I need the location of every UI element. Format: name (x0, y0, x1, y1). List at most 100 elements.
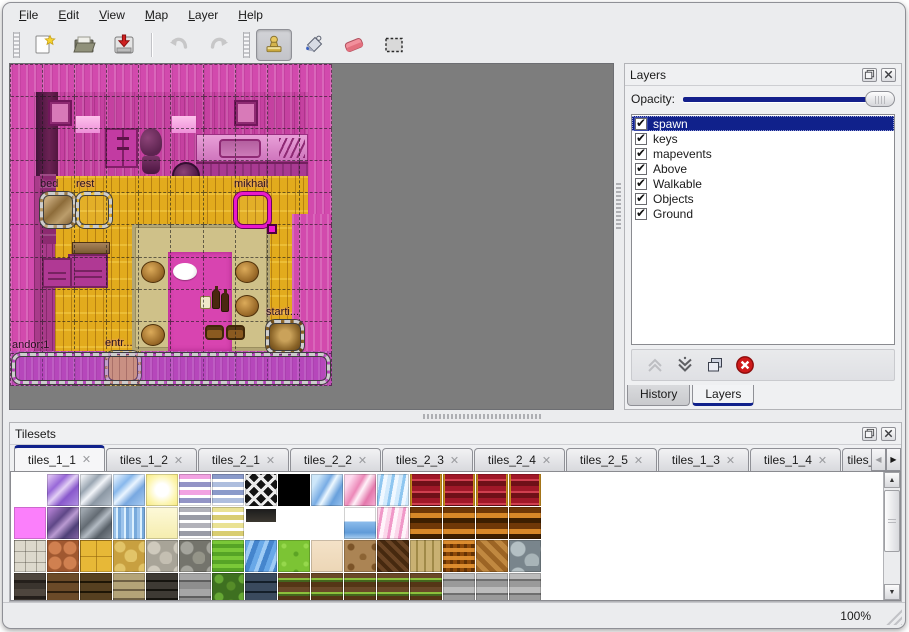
palette-tile-glass-blue-half[interactable] (344, 507, 376, 539)
toolbar-grip[interactable] (13, 32, 20, 58)
dock-tab-history[interactable]: History (627, 385, 691, 406)
map-object[interactable] (40, 192, 76, 228)
menu-view[interactable]: View (99, 8, 125, 22)
layer-visibility-checkbox[interactable] (635, 206, 647, 220)
layer-visibility-checkbox[interactable] (635, 176, 647, 190)
palette-tile-curtain-brown[interactable] (509, 507, 541, 539)
palette-tile-stone-circles[interactable] (509, 540, 541, 572)
palette-tile-hedge[interactable] (212, 573, 244, 600)
palette-tile-curtain-brown[interactable] (410, 507, 442, 539)
duplicate-layer-button[interactable] (702, 353, 728, 377)
palette-tile-rock-dark[interactable] (14, 573, 46, 600)
palette-tile-curtain-red[interactable] (509, 474, 541, 506)
palette-tile-dirt-spots[interactable] (344, 540, 376, 572)
tileset-tab-tiles_2_5[interactable]: tiles_2_5 ✕ (566, 448, 657, 471)
undo-button[interactable] (161, 29, 197, 61)
save-button[interactable] (106, 29, 142, 61)
palette-tile-soil-rows[interactable] (311, 573, 343, 600)
map-object[interactable] (266, 320, 304, 354)
palette-tile-black[interactable] (278, 474, 310, 506)
close-tab-icon[interactable]: ✕ (357, 454, 368, 467)
bucket-fill-button[interactable] (296, 29, 332, 61)
palette-tile-empty[interactable] (278, 507, 310, 539)
palette-tile-empty[interactable] (14, 474, 46, 506)
palette-tile-wood-vertical[interactable] (410, 540, 442, 572)
tileset-tab-tiles_1_1[interactable]: tiles_1_1 ✕ (14, 445, 105, 471)
palette-tile-curtain-red[interactable] (476, 474, 508, 506)
eraser-button[interactable] (336, 29, 372, 61)
dock-tab-layers[interactable]: Layers (692, 385, 755, 406)
scroll-tabs-left-icon[interactable]: ◀ (871, 448, 886, 471)
palette-tile-stripes-yellow[interactable] (212, 507, 244, 539)
palette-tile-cobble-gray[interactable] (146, 540, 178, 572)
palette-tile-stripes-gray[interactable] (179, 507, 211, 539)
palette-tile-stripes-pink[interactable] (179, 474, 211, 506)
palette-tile-glass-purple[interactable] (47, 474, 79, 506)
palette-tile-soil-rows[interactable] (344, 573, 376, 600)
close-tab-icon[interactable]: ✕ (541, 454, 552, 467)
palette-tile-brick-blue[interactable] (245, 573, 277, 600)
tileset-tab-tiles_2_2[interactable]: tiles_2_2 ✕ (290, 448, 381, 471)
palette-tile-sign[interactable] (245, 507, 277, 539)
tileset-tab-tiles_2_1[interactable]: tiles_2_1 ✕ (198, 448, 289, 471)
palette-tile-soil-rows[interactable] (278, 573, 310, 600)
palette-tile-stone-wall[interactable] (113, 573, 145, 600)
new-map-button[interactable] (26, 29, 62, 61)
palette-tile-sand[interactable] (311, 540, 343, 572)
close-tab-icon[interactable]: ✕ (173, 454, 184, 467)
delete-layer-button[interactable] (732, 353, 758, 377)
close-tab-icon[interactable]: ✕ (265, 454, 276, 467)
close-tab-icon[interactable]: ✕ (81, 454, 92, 466)
palette-tile-basket-weave[interactable] (443, 540, 475, 572)
scroll-up-icon[interactable]: ▲ (884, 472, 900, 488)
scroll-down-icon[interactable]: ▼ (884, 584, 900, 600)
close-tab-icon[interactable]: ✕ (725, 454, 736, 467)
close-tab-icon[interactable]: ✕ (633, 454, 644, 467)
open-button[interactable] (66, 29, 102, 61)
layer-visibility-checkbox[interactable] (635, 116, 647, 130)
palette-tile-waves-blue[interactable] (377, 474, 409, 506)
palette-tile-herringbone[interactable] (476, 540, 508, 572)
layer-row-Walkable[interactable]: Walkable (632, 176, 894, 191)
opacity-slider[interactable] (683, 90, 895, 108)
palette-tile-curtain-red[interactable] (410, 474, 442, 506)
palette-tile-grass-striped[interactable] (212, 540, 244, 572)
redo-button[interactable] (201, 29, 237, 61)
menu-file[interactable]: File (19, 8, 39, 22)
palette-tile-empty[interactable] (311, 507, 343, 539)
palette-tile-grass[interactable] (278, 540, 310, 572)
vertical-splitter[interactable] (614, 63, 624, 410)
palette-tile-glass-blue[interactable] (113, 474, 145, 506)
palette-tile-terracotta[interactable] (47, 540, 79, 572)
palette-tile-glass-gray-dark[interactable] (80, 507, 112, 539)
palette-tile-stone-yellow[interactable] (113, 540, 145, 572)
close-icon[interactable] (881, 67, 896, 82)
raise-layer-button[interactable] (642, 353, 668, 377)
layer-row-keys[interactable]: keys (632, 131, 894, 146)
palette-tile-curtain-red[interactable] (443, 474, 475, 506)
palette-tile-soil-rows[interactable] (410, 573, 442, 600)
tileset-tab-tiles_2_4[interactable]: tiles_2_4 ✕ (474, 448, 565, 471)
scroll-tabs-right-icon[interactable]: ▶ (886, 448, 901, 471)
palette-tile-curtain-brown[interactable] (476, 507, 508, 539)
rectangular-select-button[interactable] (376, 29, 412, 61)
menu-layer[interactable]: Layer (188, 8, 219, 22)
tileset-tab-tiles_1_3[interactable]: tiles_1_3 ✕ (658, 448, 749, 471)
resize-grip[interactable] (885, 608, 902, 625)
palette-tile-glass-purple-dark[interactable] (47, 507, 79, 539)
palette-tile-brick-gray[interactable] (179, 573, 211, 600)
palette-tile-brick-gray2[interactable] (476, 573, 508, 600)
palette-tile-waves-pink[interactable] (377, 507, 409, 539)
palette-tile-lattice[interactable] (245, 474, 277, 506)
layer-row-Above[interactable]: Above (632, 161, 894, 176)
resize-handle-icon[interactable] (267, 224, 277, 234)
palette-tile-brick-brown[interactable] (47, 573, 79, 600)
palette-tile-curtain-brown[interactable] (443, 507, 475, 539)
menu-help[interactable]: Help (238, 8, 263, 22)
layer-row-spawn[interactable]: spawn (632, 116, 894, 131)
palette-tile-stripes-blue[interactable] (212, 474, 244, 506)
palette-tile-pink[interactable] (14, 507, 46, 539)
map[interactable]: bed rest mikhail starti... entr... andor:1 (10, 64, 332, 386)
layer-row-Objects[interactable]: Objects (632, 191, 894, 206)
tileset-view[interactable]: ▲ ▼ (10, 471, 901, 601)
